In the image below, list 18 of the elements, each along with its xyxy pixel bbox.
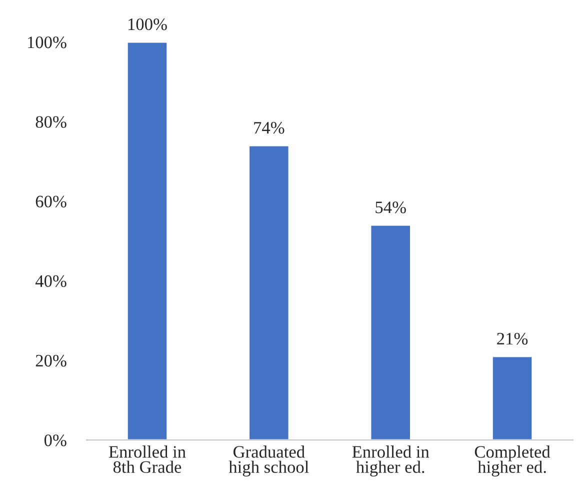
x-tick-label: Enrolled in higher ed.	[352, 446, 430, 476]
data-label: 54%	[376, 202, 406, 214]
y-tick-label: 20%	[36, 354, 66, 367]
x-tick-label: Enrolled in 8th Grade	[108, 446, 186, 473]
data-label: 21%	[497, 332, 528, 345]
bar	[492, 356, 534, 440]
x-tick-label: Graduated high school	[228, 446, 309, 476]
y-tick-label: 80%	[36, 116, 66, 128]
y-tick-label: 0%	[44, 434, 66, 446]
y-tick-label: 40%	[35, 275, 66, 288]
data-label: 100%	[128, 18, 167, 30]
bar	[126, 42, 168, 440]
data-label: 74%	[254, 122, 284, 134]
y-tick-label: 60%	[36, 196, 66, 208]
x-tick-label: Completed higher ed.	[474, 446, 550, 476]
bar	[248, 144, 290, 440]
y-tick-label: 100%	[28, 36, 66, 48]
bar	[370, 224, 412, 440]
